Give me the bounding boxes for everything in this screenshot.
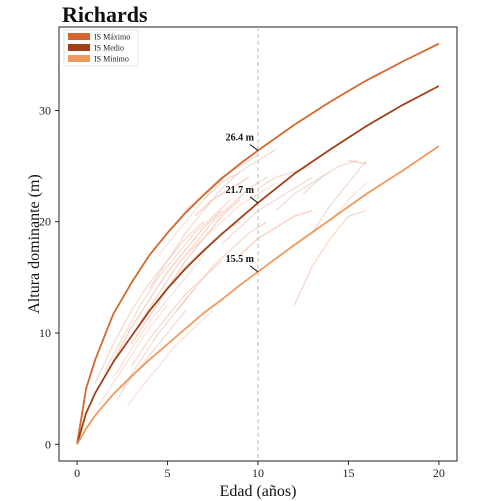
y-tick-label: 30 <box>39 103 51 117</box>
observed-trajectory-line <box>112 210 223 362</box>
legend: IS Máximo IS Medio IS Mínimo <box>63 29 139 67</box>
observed-trajectory-line <box>185 182 277 256</box>
observed-trajectory-line <box>139 176 268 323</box>
legend-swatch <box>68 55 90 62</box>
y-tick-label: 20 <box>39 215 51 229</box>
legend-swatch <box>68 44 90 51</box>
legend-label: IS Medio <box>94 44 124 53</box>
x-tick-label: 10 <box>252 466 264 480</box>
annotation-pointer <box>249 196 259 204</box>
annotation-pointer <box>249 144 259 151</box>
observed-trajectory-line <box>116 310 187 401</box>
chart-title: Richards <box>62 2 148 27</box>
observed-trajectory-line <box>98 304 169 406</box>
y-axis-label: Altura dominante (m) <box>26 174 43 314</box>
observed-trajectory-line <box>157 171 232 256</box>
legend-swatch <box>68 33 90 40</box>
x-axis-label: Edad (años) <box>220 483 297 500</box>
annotation-pointer <box>249 265 259 273</box>
observed-trajectory-line <box>275 171 331 212</box>
legend-label: IS Máximo <box>94 33 130 42</box>
observed-trajectory-line <box>112 254 205 378</box>
observed-trajectory-line <box>221 176 313 245</box>
observed-trajectories <box>94 148 368 406</box>
annotation-label: 21.7 m <box>226 185 255 196</box>
series-line <box>76 145 440 445</box>
x-tick-label: 15 <box>342 466 354 480</box>
observed-trajectory-line <box>293 209 367 306</box>
observed-trajectory-line <box>103 199 232 373</box>
series-lines <box>76 42 440 445</box>
annotation-label: 26.4 m <box>226 133 255 144</box>
observed-trajectory-line <box>348 159 367 165</box>
y-tick-label: 10 <box>39 326 51 340</box>
annotations: 26.4 m 21.7 m 15.5 m <box>226 133 259 273</box>
observed-trajectory-line <box>94 221 205 384</box>
observed-trajectory-line <box>239 209 313 256</box>
observed-trajectory-line <box>127 310 214 406</box>
x-tick-label: 0 <box>74 466 80 480</box>
y-tick-label: 0 <box>45 437 51 451</box>
observed-trajectory-line <box>257 165 313 189</box>
observed-trajectory-line <box>176 221 268 312</box>
annotation-label: 15.5 m <box>226 254 255 265</box>
x-tick-label: 5 <box>165 466 171 480</box>
series-line <box>76 42 440 445</box>
observed-trajectory-line <box>311 160 368 234</box>
series-line <box>76 85 440 445</box>
x-tick-label: 20 <box>433 466 445 480</box>
observed-trajectory-line <box>194 176 250 217</box>
observed-trajectory-line <box>148 171 241 289</box>
observed-trajectory-line <box>130 199 241 345</box>
axis-ticks: 0 5 10 15 20 0 10 20 30 <box>39 103 445 480</box>
observed-trajectory-line <box>203 148 277 200</box>
legend-label: IS Mínimo <box>94 55 129 64</box>
